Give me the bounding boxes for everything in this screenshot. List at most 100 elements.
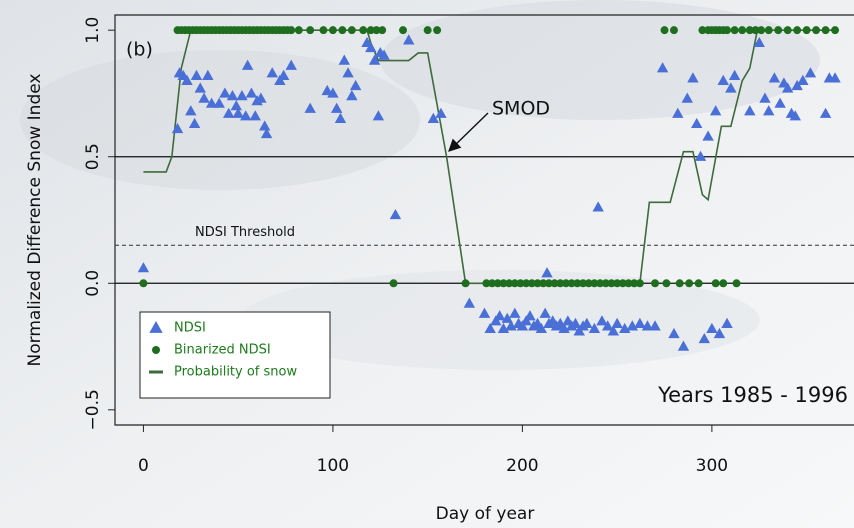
- binarized-point: [723, 26, 732, 35]
- ndsi-point: [753, 36, 765, 48]
- legend-marker: [152, 346, 160, 354]
- x-tick-label: 200: [506, 456, 538, 476]
- binarized-point: [567, 279, 576, 288]
- ndsi-point: [190, 69, 203, 80]
- ndsi-point: [774, 97, 786, 108]
- binarized-point: [698, 26, 707, 35]
- binarized-point: [757, 26, 766, 35]
- ndsi-point: [634, 317, 646, 328]
- ndsi-point: [213, 97, 225, 108]
- binarized-point: [685, 279, 694, 288]
- ndsi-point: [198, 92, 210, 103]
- ndsi-point: [725, 82, 737, 93]
- ndsi-point: [194, 82, 206, 93]
- ndsi-point: [236, 89, 248, 101]
- smod-label: SMOD: [492, 98, 550, 120]
- ndsi-point: [768, 72, 781, 83]
- ndsi-point: [277, 69, 290, 80]
- ndsi-point: [677, 340, 690, 351]
- binarized-point: [399, 26, 408, 35]
- ndsi-point: [791, 79, 803, 91]
- ndsi-point: [378, 49, 390, 60]
- binarized-point: [669, 26, 678, 35]
- ndsi-point: [744, 105, 756, 116]
- ndsi-point: [524, 310, 536, 321]
- binarized-point: [624, 279, 633, 288]
- binarized-point: [793, 26, 802, 35]
- binarized-point: [831, 26, 840, 35]
- binarized-point: [651, 279, 660, 288]
- binarized-point: [378, 26, 387, 35]
- binarized-point: [596, 279, 605, 288]
- ndsi-point: [763, 105, 775, 116]
- ndsi-point: [694, 150, 707, 161]
- binarized-point: [359, 26, 368, 35]
- binarized-point: [389, 279, 398, 288]
- ndsi-point: [368, 54, 381, 65]
- ndsi-point: [219, 87, 231, 98]
- binarized-point: [372, 26, 381, 35]
- ndsi-point: [581, 317, 593, 328]
- ndsi-point: [342, 67, 354, 78]
- ndsi-point: [188, 117, 201, 129]
- ndsi-point: [171, 122, 184, 134]
- ndsi-point: [181, 74, 193, 86]
- ndsi-point: [249, 110, 261, 121]
- binarized-point: [738, 26, 747, 35]
- ndsi-point: [509, 307, 521, 318]
- ndsi-point: [596, 315, 608, 326]
- ndsi-point: [266, 67, 278, 78]
- ndsi-point: [681, 92, 693, 103]
- ndsi-point: [649, 320, 661, 331]
- binarized-point: [319, 26, 328, 35]
- ndsi-point: [569, 317, 582, 328]
- binarized-point: [306, 26, 315, 35]
- ndsi-point: [728, 69, 741, 80]
- binarized-point: [294, 26, 303, 35]
- binarized-point: [613, 279, 622, 288]
- ndsi-point: [493, 310, 506, 321]
- ndsi-point: [334, 112, 347, 123]
- binarized-point: [505, 279, 514, 288]
- ndsi-point: [672, 107, 684, 118]
- ndsi-point: [232, 107, 244, 118]
- legend-label: NDSI: [174, 321, 206, 336]
- binarized-point: [139, 279, 148, 288]
- ndsi-point: [338, 54, 350, 65]
- ndsi-point: [717, 74, 729, 86]
- ndsi-point: [668, 327, 680, 339]
- binarized-point: [675, 279, 684, 288]
- legend-marker: [149, 321, 163, 333]
- ndsi-point: [240, 110, 252, 121]
- ndsi-point: [706, 322, 718, 334]
- ndsi-point: [702, 130, 714, 141]
- binarized-point: [590, 279, 599, 288]
- binarized-point: [433, 26, 442, 35]
- ndsi-point: [687, 72, 699, 83]
- ndsi-point: [403, 34, 415, 45]
- ndsi-point: [427, 112, 440, 123]
- y-tick-label: 1.0: [83, 17, 103, 44]
- binarized-point: [783, 26, 792, 35]
- ndsi-point: [641, 320, 654, 331]
- binarized-point: [745, 26, 754, 35]
- binarized-point: [711, 279, 720, 288]
- ndsi-point: [759, 92, 771, 103]
- binarized-point: [482, 279, 491, 288]
- binarized-point: [660, 26, 669, 35]
- ndsi-point: [285, 59, 297, 70]
- ndsi-point: [691, 117, 703, 129]
- binarized-point: [662, 279, 671, 288]
- texture: [380, 0, 820, 120]
- ndsi-point: [304, 102, 316, 113]
- x-tick-label: 300: [696, 456, 728, 476]
- binarized-point: [732, 279, 741, 288]
- ndsi-point: [829, 72, 841, 83]
- binarized-point: [423, 26, 432, 35]
- ndsi-point: [331, 102, 343, 113]
- legend-box: [139, 311, 331, 399]
- binarized-point: [287, 26, 296, 35]
- threshold-label: NDSI Threshold: [195, 225, 295, 240]
- ndsi-point: [709, 105, 722, 116]
